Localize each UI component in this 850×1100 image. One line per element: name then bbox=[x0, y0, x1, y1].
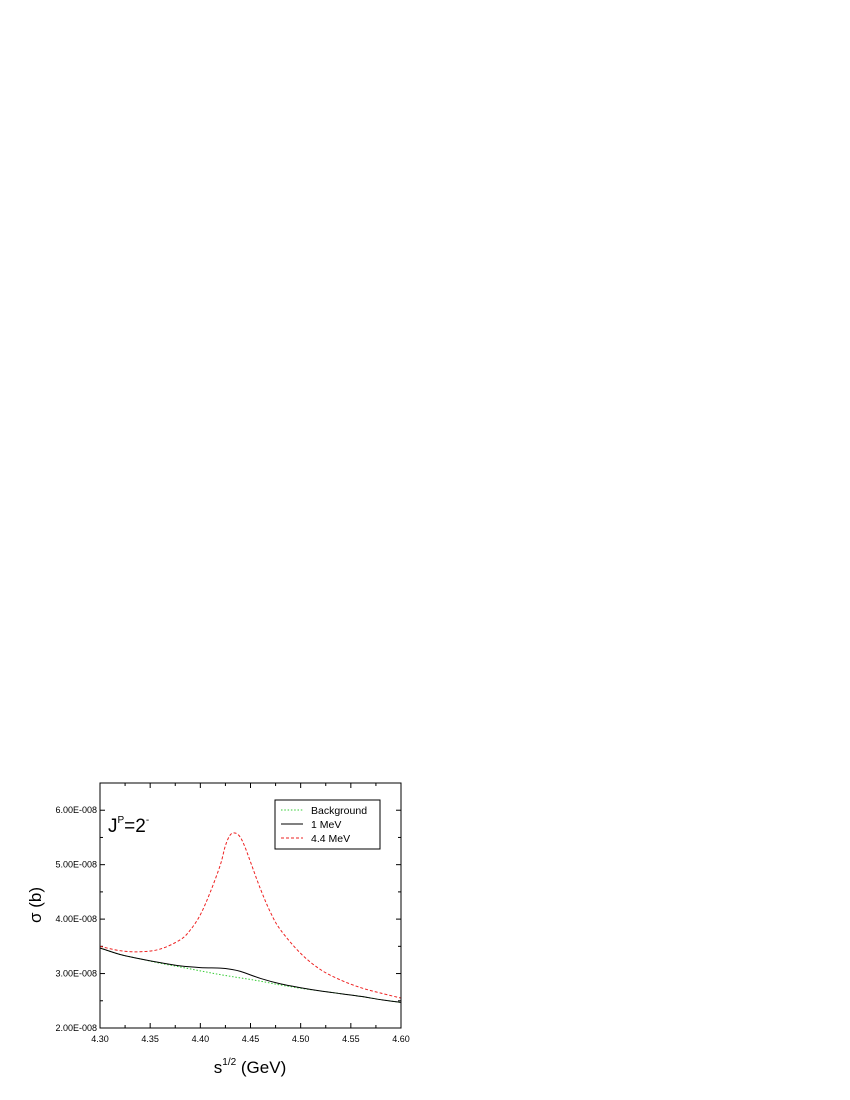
x-tick-label: 4.30 bbox=[91, 1034, 109, 1044]
y-tick-label: 4.00E-008 bbox=[55, 914, 97, 924]
y-tick-label: 3.00E-008 bbox=[55, 969, 97, 979]
series-layer bbox=[99, 832, 402, 1003]
y-axis-label: σ (b) bbox=[26, 887, 45, 923]
legend-label: 1 MeV bbox=[311, 819, 341, 831]
x-tick-label: 4.60 bbox=[392, 1034, 410, 1044]
series-line-2 bbox=[99, 832, 402, 999]
x-axis-ticks: 4.30 4.35 4.40 4.45 4.50 4.55 4.60 bbox=[91, 783, 410, 1044]
legend-label: 4.4 MeV bbox=[311, 833, 350, 845]
x-tick-label: 4.55 bbox=[342, 1034, 360, 1044]
y-tick-label: 6.00E-008 bbox=[55, 805, 97, 815]
x-tick-label: 4.35 bbox=[141, 1034, 159, 1044]
x-tick-label: 4.40 bbox=[192, 1034, 210, 1044]
x-tick-label: 4.50 bbox=[292, 1034, 310, 1044]
jp-annotation: JP=2- bbox=[108, 815, 149, 837]
legend: Background 1 MeV 4.4 MeV bbox=[274, 799, 381, 850]
x-tick-label: 4.45 bbox=[242, 1034, 260, 1044]
legend-label: Background bbox=[311, 805, 367, 817]
plot-frame bbox=[99, 782, 402, 1029]
y-tick-label: 5.00E-008 bbox=[55, 860, 97, 870]
series-line-1 bbox=[99, 947, 402, 1003]
y-tick-label: 2.00E-008 bbox=[55, 1023, 97, 1033]
x-axis-label: s1/2 (GeV) bbox=[214, 1057, 286, 1077]
